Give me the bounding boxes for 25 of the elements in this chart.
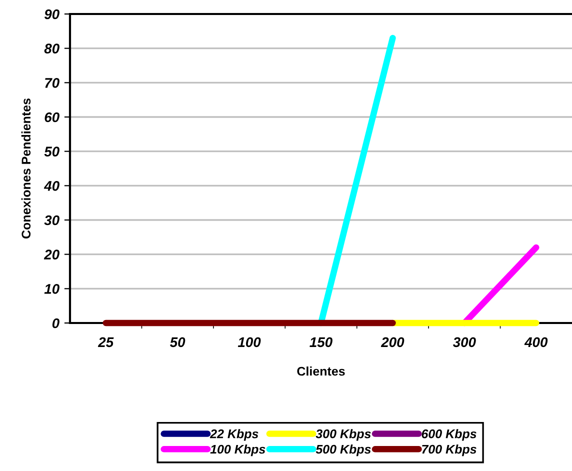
y-tick-label: 10 [44, 284, 60, 294]
x-tick-label: 300 [452, 337, 476, 348]
x-tick-label: 200 [380, 337, 404, 348]
legend-label: 300 Kbps [316, 429, 371, 441]
y-axis-title: Conexiones Pendientes [21, 98, 31, 238]
legend-label: 600 Kbps [422, 429, 476, 441]
y-tick-label: 30 [44, 215, 60, 226]
x-tick-label: 150 [310, 337, 332, 348]
y-tick-label: 80 [44, 44, 60, 54]
y-tick-label: 20 [44, 250, 60, 260]
legend-label: 700 Kbps [422, 444, 476, 456]
legend-label: 22 Kbps [210, 429, 258, 441]
y-tick-label: 50 [44, 146, 60, 157]
x-tick-label: 50 [170, 337, 186, 348]
x-tick-label: 400 [524, 337, 548, 348]
y-tick-label: 40 [44, 181, 60, 191]
y-tick-label: 90 [44, 9, 60, 20]
x-axis-title: Clientes [297, 366, 345, 376]
legend-label: 100 Kbps [210, 444, 266, 456]
y-tick-label: 70 [45, 78, 60, 88]
y-tick-label: 0 [52, 318, 60, 328]
y-tick-label: 60 [44, 112, 60, 122]
x-tick-label: 25 [98, 337, 114, 348]
x-tick-label: 100 [238, 337, 261, 348]
legend-label: 500 Kbps [316, 444, 371, 456]
